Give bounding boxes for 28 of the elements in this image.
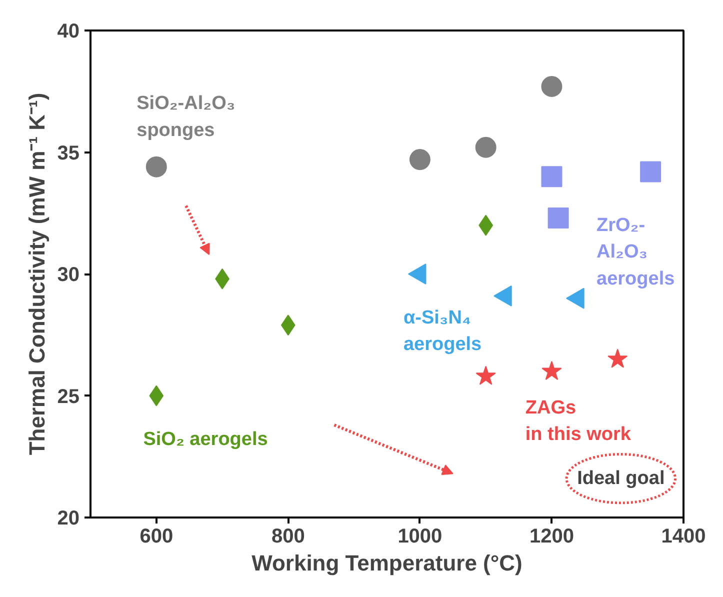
point xyxy=(541,76,562,97)
series-label: α-Si₃N₄ aerogels xyxy=(403,307,482,356)
y-tick-label: 35 xyxy=(57,142,80,164)
series-label: ZrO₂-Al₂O₃ aerogels xyxy=(596,214,675,290)
x-tick-label: 600 xyxy=(140,526,174,548)
y-tick-label: 20 xyxy=(57,508,80,530)
point xyxy=(146,156,167,178)
x-axis-title: Working Temperature (°C) xyxy=(252,550,522,576)
point xyxy=(409,149,430,170)
annotation: Ideal goal xyxy=(577,468,665,490)
series-label: SiO₂-Al₂O₃ sponges xyxy=(136,93,236,141)
point xyxy=(542,360,562,380)
x-tick-label: 1000 xyxy=(398,526,442,548)
series-label: ZAGs in this work xyxy=(525,397,632,446)
x-tick-label: 1400 xyxy=(661,526,706,548)
point xyxy=(541,166,562,188)
point xyxy=(476,366,496,385)
point xyxy=(548,207,569,228)
y-axis-title: Thermal Conductivity (mW m⁻¹ K⁻¹) xyxy=(24,92,50,456)
series-label: SiO₂ aerogels xyxy=(143,429,268,450)
point xyxy=(475,136,496,158)
point xyxy=(608,348,628,368)
y-tick-label: 25 xyxy=(57,386,80,408)
y-tick-label: 30 xyxy=(57,264,80,286)
x-tick-label: 1200 xyxy=(529,526,574,548)
point xyxy=(640,161,662,182)
y-tick-label: 40 xyxy=(57,20,80,42)
x-tick-label: 800 xyxy=(271,526,305,548)
